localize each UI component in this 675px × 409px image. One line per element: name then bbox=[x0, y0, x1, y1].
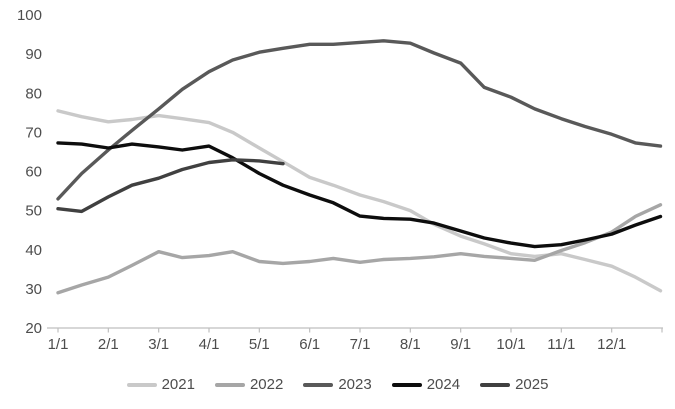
legend: 2021 2022 2023 2024 2025 bbox=[0, 377, 675, 392]
legend-item-2025: 2025 bbox=[480, 377, 548, 392]
legend-item-2023: 2023 bbox=[303, 376, 372, 393]
x-axis-tick-label: 9/1 bbox=[450, 336, 471, 353]
x-axis bbox=[47, 327, 663, 333]
x-axis-tick-label: 12/1 bbox=[597, 336, 626, 353]
legend-swatch-2025 bbox=[480, 382, 511, 387]
x-axis-tick-label: 7/1 bbox=[350, 336, 371, 353]
series-line-2025 bbox=[56, 158, 285, 214]
series-line-2023 bbox=[56, 39, 663, 201]
series-lines bbox=[56, 39, 663, 295]
series-line-2022 bbox=[56, 203, 663, 295]
y-axis-tick-label: 50 bbox=[25, 203, 42, 220]
legend-swatch-2024 bbox=[391, 382, 422, 387]
legend-swatch-2022 bbox=[214, 382, 245, 387]
x-axis-tick-label: 5/1 bbox=[249, 336, 270, 353]
legend-label: 2022 bbox=[249, 376, 284, 393]
x-axis-labels: 1/1 2/1 3/1 4/1 5/1 6/1 7/1 8/1 9/1 10/1 11/1 12/1 bbox=[48, 336, 627, 353]
legend-item-2024: 2024 bbox=[391, 376, 461, 393]
x-axis-tick-label: 3/1 bbox=[148, 336, 169, 353]
x-axis-tick-label: 11/1 bbox=[547, 336, 575, 353]
y-axis-tick-label: 60 bbox=[25, 164, 42, 181]
legend-label: 2025 bbox=[515, 376, 549, 393]
y-axis-tick-label: 100 bbox=[17, 7, 42, 24]
y-axis-tick-label: 40 bbox=[25, 242, 42, 259]
legend-label: 2023 bbox=[338, 376, 372, 393]
legend-swatch-2023 bbox=[303, 382, 334, 387]
x-axis-tick-label: 10/1 bbox=[496, 336, 525, 353]
x-axis-tick-label: 1/1 bbox=[48, 336, 69, 353]
y-axis-tick-label: 90 bbox=[25, 46, 42, 63]
y-axis-tick-label: 80 bbox=[25, 85, 42, 102]
y-axis-labels: 20 30 40 50 60 70 80 90 100 bbox=[17, 7, 42, 337]
series-line-2024 bbox=[56, 141, 663, 249]
legend-item-2021: 2021 bbox=[126, 376, 195, 393]
legend-swatch-2021 bbox=[126, 382, 157, 387]
x-axis-tick-label: 2/1 bbox=[98, 336, 119, 353]
series-line-2021 bbox=[56, 109, 663, 293]
x-axis-tick-label: 4/1 bbox=[199, 336, 220, 353]
x-axis-tick-label: 6/1 bbox=[299, 336, 320, 353]
legend-label: 2024 bbox=[426, 376, 461, 393]
legend-item-2022: 2022 bbox=[214, 376, 284, 393]
y-axis-tick-label: 70 bbox=[25, 124, 42, 141]
y-axis-tick-label: 30 bbox=[25, 281, 42, 298]
x-axis-tick-label: 8/1 bbox=[400, 336, 421, 353]
legend-label: 2021 bbox=[161, 376, 195, 393]
y-axis-tick-label: 20 bbox=[25, 320, 42, 337]
